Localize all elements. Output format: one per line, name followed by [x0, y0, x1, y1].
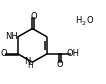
Text: OH: OH — [67, 49, 80, 58]
Text: H: H — [75, 16, 81, 25]
Text: O: O — [0, 49, 7, 58]
Text: N: N — [24, 57, 30, 66]
Text: O: O — [56, 60, 63, 69]
Text: O: O — [30, 12, 37, 21]
Text: NH: NH — [6, 32, 18, 41]
Text: O: O — [87, 16, 93, 25]
Text: 2: 2 — [82, 21, 86, 26]
Text: H: H — [27, 61, 33, 70]
